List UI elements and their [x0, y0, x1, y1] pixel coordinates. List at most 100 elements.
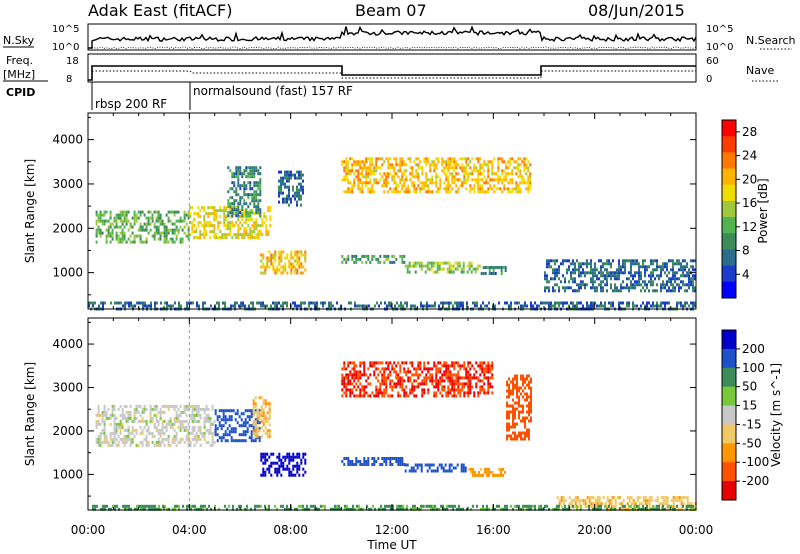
power-echo-cell	[183, 210, 186, 214]
power-echo-cell	[684, 268, 686, 272]
power-echo-cell	[298, 173, 300, 177]
power-echo-cell	[566, 268, 568, 272]
power-echo-cell	[249, 236, 252, 240]
power-echo-cell	[263, 212, 266, 216]
power-echo-cell	[672, 262, 674, 266]
velocity-echo-cell	[646, 507, 648, 511]
velocity-echo-cell	[395, 376, 398, 380]
velocity-echo-cell	[306, 504, 308, 508]
power-echo-cell	[648, 280, 650, 284]
power-echo-cell	[249, 193, 252, 197]
velocity-echo-cell	[260, 435, 263, 439]
power-echo-cell	[556, 274, 558, 278]
velocity-echo-cell	[292, 455, 295, 459]
velocity-echo-cell	[104, 507, 106, 511]
power-echo-cell	[425, 163, 428, 167]
velocity-echo-cell	[230, 418, 233, 422]
power-echo-cell	[678, 277, 680, 281]
velocity-echo-cell	[159, 440, 162, 444]
velocity-echo-cell	[664, 499, 667, 503]
power-echo-cell	[251, 187, 254, 191]
power-echo-cell	[596, 286, 598, 290]
velocity-echo-cell	[220, 424, 223, 428]
power-echo-cell	[564, 259, 566, 263]
power-echo-cell	[594, 265, 596, 269]
power-echo-cell	[119, 231, 122, 235]
velocity-echo-cell	[149, 416, 152, 420]
velocity-echo-cell	[133, 419, 136, 423]
power-echo-cell	[259, 199, 262, 203]
velocity-echo-cell	[109, 431, 112, 435]
velocity-echo-cell	[392, 507, 394, 511]
velocity-echo-cell	[246, 421, 249, 425]
velocity-echo-cell	[400, 507, 402, 511]
velocity-echo-cell	[403, 367, 406, 371]
velocity-echo-cell	[441, 385, 444, 389]
power-echo-cell	[129, 240, 132, 244]
power-echo-cell	[137, 216, 140, 220]
velocity-echo-cell	[153, 425, 156, 429]
velocity-echo-cell	[491, 364, 494, 368]
velocity-echo-cell	[135, 428, 138, 432]
velocity-echo-cell	[421, 391, 424, 395]
velocity-echo-cell	[419, 382, 422, 386]
power-echo-cell	[582, 283, 584, 287]
velocity-echo-cell	[514, 425, 516, 429]
velocity-echo-cell	[286, 507, 288, 511]
velocity-echo-cell	[437, 361, 440, 365]
velocity-echo-cell	[270, 461, 273, 465]
velocity-echo-cell	[310, 504, 312, 508]
velocity-echo-cell	[207, 419, 210, 423]
velocity-echo-cell	[343, 382, 346, 386]
velocity-echo-cell	[107, 407, 110, 411]
velocity-echo-cell	[642, 496, 645, 500]
power-echo-cell	[570, 286, 572, 290]
power-echo-cell	[694, 259, 696, 263]
power-echo-cell	[640, 265, 642, 269]
power-echo-cell	[447, 166, 450, 170]
velocity-echo-cell	[452, 507, 454, 511]
velocity-echo-cell	[479, 388, 482, 392]
power-echo-cell	[403, 190, 406, 194]
velocity-echo-cell	[385, 361, 388, 365]
velocity-echo-cell	[425, 379, 428, 383]
velocity-echo-cell	[137, 410, 140, 414]
power-echo-cell	[469, 184, 472, 188]
velocity-echo-cell	[250, 433, 253, 437]
power-echo-cell	[606, 274, 608, 278]
power-echo-cell	[233, 202, 236, 206]
power-echo-cell	[688, 271, 690, 275]
velocity-echo-cell	[692, 507, 694, 511]
power-echo-cell	[300, 185, 302, 189]
power-echo-cell	[692, 277, 694, 281]
power-echo-cell	[644, 259, 646, 263]
power-echo-cell	[640, 274, 642, 278]
velocity-echo-cell	[133, 416, 136, 420]
power-echo-cell	[233, 208, 236, 212]
power-echo-cell	[628, 304, 630, 308]
velocity-echo-cell	[399, 382, 402, 386]
power-echo-cell	[371, 172, 374, 176]
velocity-echo-cell	[415, 367, 418, 371]
velocity-echo-cell	[674, 499, 677, 503]
velocity-echo-cell	[119, 428, 122, 432]
power-echo-cell	[517, 163, 520, 167]
power-echo-cell	[369, 166, 372, 170]
power-echo-cell	[361, 254, 364, 258]
velocity-echo-cell	[115, 422, 118, 426]
velocity-echo-cell	[99, 422, 102, 426]
velocity-echo-cell	[300, 461, 303, 465]
power-echo-cell	[298, 256, 301, 260]
power-echo-cell	[257, 202, 260, 206]
power-echo-cell	[428, 304, 430, 308]
velocity-echo-cell	[367, 394, 370, 398]
power-echo-cell	[383, 172, 386, 176]
power-echo-cell	[594, 262, 596, 266]
velocity-echo-cell	[205, 419, 208, 423]
velocity-echo-cell	[618, 496, 621, 500]
velocity-echo-cell	[429, 376, 432, 380]
velocity-echo-cell	[512, 437, 514, 441]
velocity-echo-cell	[449, 373, 452, 377]
velocity-echo-cell	[244, 409, 247, 413]
